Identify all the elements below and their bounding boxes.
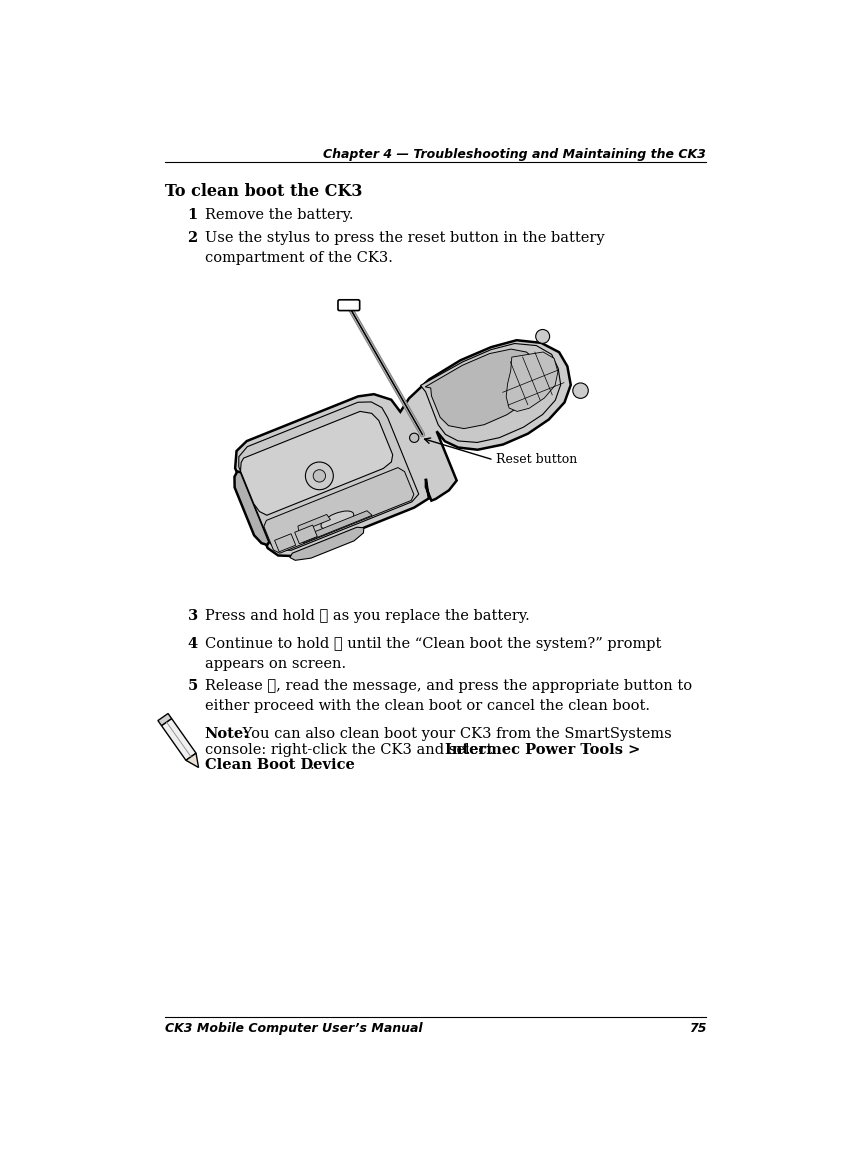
Text: Intermec Power Tools >: Intermec Power Tools >: [445, 743, 640, 757]
Circle shape: [573, 383, 588, 398]
Text: Continue to hold ⓞ until the “Clean boot the system?” prompt
appears on screen.: Continue to hold ⓞ until the “Clean boot…: [205, 636, 661, 670]
Circle shape: [305, 462, 333, 490]
Polygon shape: [507, 352, 558, 412]
Polygon shape: [290, 528, 364, 560]
Text: 4: 4: [188, 636, 198, 651]
Text: CK3 Mobile Computer User’s Manual: CK3 Mobile Computer User’s Manual: [165, 1023, 422, 1035]
Ellipse shape: [321, 511, 354, 529]
Text: 5: 5: [188, 680, 198, 694]
Text: To clean boot the CK3: To clean boot the CK3: [165, 183, 362, 200]
Text: Press and hold ⓞ as you replace the battery.: Press and hold ⓞ as you replace the batt…: [205, 608, 530, 622]
Polygon shape: [295, 525, 317, 544]
Text: 75: 75: [688, 1023, 706, 1035]
Circle shape: [536, 330, 550, 343]
Text: .: .: [310, 758, 314, 772]
Text: Reset button: Reset button: [496, 454, 577, 467]
Polygon shape: [425, 349, 541, 428]
Polygon shape: [162, 718, 196, 760]
Polygon shape: [235, 472, 269, 545]
Polygon shape: [275, 534, 296, 552]
Polygon shape: [158, 714, 172, 725]
Circle shape: [410, 433, 419, 442]
Circle shape: [313, 469, 326, 482]
Polygon shape: [235, 340, 570, 556]
FancyBboxPatch shape: [338, 300, 360, 310]
Text: Use the stylus to press the reset button in the battery
compartment of the CK3.: Use the stylus to press the reset button…: [205, 232, 604, 264]
Polygon shape: [421, 344, 561, 442]
Text: console: right-click the CK3 and select: console: right-click the CK3 and select: [205, 743, 496, 757]
Polygon shape: [264, 468, 414, 553]
Text: 2: 2: [188, 232, 198, 246]
Text: Note:: Note:: [205, 727, 249, 741]
Polygon shape: [186, 753, 199, 768]
Polygon shape: [239, 402, 419, 550]
Text: You can also clean boot your CK3 from the SmartSystems: You can also clean boot your CK3 from th…: [238, 727, 672, 741]
Polygon shape: [298, 515, 331, 532]
Polygon shape: [303, 511, 372, 543]
Polygon shape: [241, 412, 393, 515]
Text: Chapter 4 — Troubleshooting and Maintaining the CK3: Chapter 4 — Troubleshooting and Maintain…: [323, 149, 706, 161]
Text: 3: 3: [188, 608, 198, 622]
Text: Clean Boot Device: Clean Boot Device: [205, 758, 354, 772]
Text: Release ⓞ, read the message, and press the appropriate button to
either proceed : Release ⓞ, read the message, and press t…: [205, 680, 692, 713]
Text: 1: 1: [188, 208, 198, 222]
Text: Remove the battery.: Remove the battery.: [205, 208, 353, 222]
